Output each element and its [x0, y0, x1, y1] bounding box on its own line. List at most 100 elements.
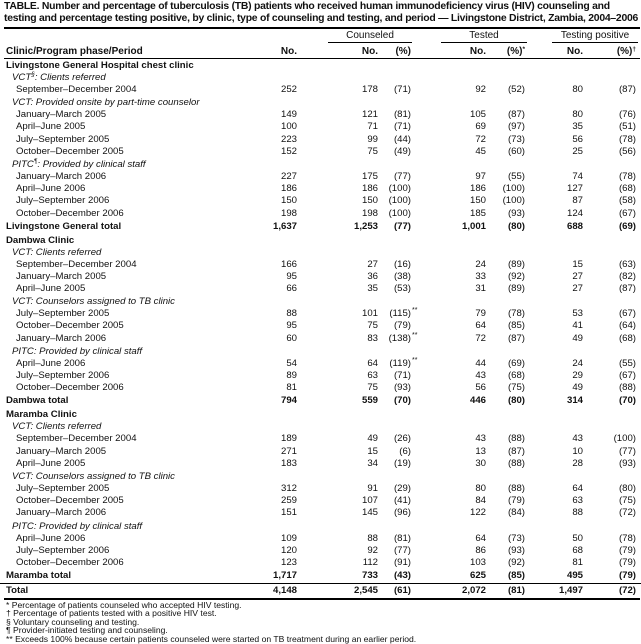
cell-counseled-no: 92	[367, 544, 378, 556]
footnote: ¶ Provider-initiated testing and counsel…	[6, 625, 168, 636]
cell-counseled-pct: (41)	[393, 495, 411, 507]
cell-positive-no: 27	[572, 283, 583, 295]
group-underline	[552, 42, 638, 43]
table-row: October–December 2005 259 107 (41) 84 (79) 63 (…	[0, 495, 641, 507]
cell-patients-no: 271	[280, 445, 297, 457]
cell-counseled-pct: (19)	[393, 457, 411, 469]
program-phase-row: VCT: Clients referred	[0, 420, 641, 433]
cell-positive-pct: (79)	[618, 570, 636, 582]
cell-positive-no: 88	[572, 507, 583, 519]
table-row: January–March 2006 60 83 (138) ** 72 (87) 49 (68…	[0, 331, 641, 345]
top-rule	[4, 27, 640, 29]
cell-tested-pct: (88)	[507, 482, 525, 494]
cell-patients-no: 152	[280, 145, 297, 157]
cell-positive-no: 28	[572, 457, 583, 469]
cell-tested-pct: (73)	[507, 532, 525, 544]
cell-positive-pct: (70)	[618, 395, 636, 407]
cell-tested-pct: (85)	[507, 570, 525, 582]
total-row: Livingstone General total 1,637 1,253 (77) 1…	[0, 220, 641, 234]
cell-patients-no: 123	[280, 556, 297, 568]
total-row: Dambwa total 794 559 (70) 446 (80) 314 (70)	[0, 394, 641, 408]
cell-patients-no: 120	[280, 544, 297, 556]
cell-patients-no: 252	[280, 84, 297, 95]
row-label: October–December 2006	[16, 556, 124, 568]
row-label: PITC¶: Provided by clinical staff	[12, 157, 146, 170]
table-title: TABLE. Number and percentage of tubercul…	[4, 1, 639, 24]
cell-counseled-pct: (138) **	[388, 331, 418, 344]
cell-tested-no: 1,001	[461, 220, 486, 232]
footnote-marker: **	[412, 307, 418, 315]
table-row: July–September 2006 150 150 (100) 150 (100) 87…	[0, 195, 641, 207]
table-row: April–June 2005 183 34 (19) 30 (88) 28 (93)	[0, 458, 641, 470]
cell-counseled-pct: (29)	[393, 482, 411, 494]
cell-tested-no: 56	[475, 382, 486, 394]
cell-tested-pct: (69)	[507, 357, 525, 369]
cell-positive-no: 64	[572, 482, 583, 494]
cell-counseled-pct: (71)	[393, 84, 411, 95]
cell-counseled-pct: (44)	[393, 133, 411, 145]
cell-positive-no: 124	[566, 207, 583, 219]
table-row: April–June 2006 54 64 (119) ** 44 (69) 24 (55)	[0, 357, 641, 370]
cell-counseled-no: 15	[367, 445, 378, 457]
cell-patients-no: 227	[280, 170, 297, 182]
row-label: VCT: Counselors assigned to TB clinic	[12, 296, 175, 308]
cell-tested-pct: (80)	[507, 395, 525, 407]
cell-positive-no: 49	[572, 382, 583, 394]
cell-tested-pct: (89)	[507, 283, 525, 295]
table-row: April–June 2005 100 71 (71) 69 (97) 35 (51)	[0, 121, 641, 133]
column-header-label: Clinic/Program phase/Period	[6, 46, 143, 57]
cell-counseled-no: 1,253	[353, 220, 378, 232]
cell-counseled-pct: (100)	[388, 183, 411, 195]
cell-positive-pct: (69)	[618, 220, 636, 232]
row-label: VCT: Clients referred	[12, 421, 102, 433]
cell-counseled-no: 186	[361, 183, 378, 195]
program-phase-row: VCT: Provided onsite by part-time counse…	[0, 96, 641, 109]
cell-tested-no: 30	[475, 457, 486, 469]
cell-counseled-pct: (81)	[393, 109, 411, 121]
cell-positive-no: 68	[572, 544, 583, 556]
row-label: April–June 2006	[16, 532, 86, 544]
cell-tested-pct: (97)	[507, 121, 525, 133]
cell-tested-no: 24	[475, 258, 486, 270]
table-row: July–September 2006 120 92 (77) 86 (93) 68 (79)	[0, 545, 641, 557]
table-row: January–March 2005 271 15 (6) 13 (87) 10 (77)	[0, 446, 641, 458]
cell-positive-pct: (68)	[618, 332, 636, 344]
cell-positive-no: 63	[572, 495, 583, 507]
header-rule	[4, 58, 640, 59]
row-label: July–September 2005	[16, 482, 110, 494]
cell-counseled-no: 145	[361, 507, 378, 519]
cell-positive-pct: (93)	[618, 457, 636, 469]
cell-counseled-no: 175	[361, 170, 378, 182]
cell-counseled-pct: (100)	[388, 195, 411, 207]
cell-tested-no: 86	[475, 544, 486, 556]
cell-positive-no: 29	[572, 370, 583, 381]
bottom-rule	[4, 598, 640, 600]
cell-tested-pct: (100)	[502, 195, 525, 207]
cell-tested-no: 45	[475, 145, 486, 157]
table-row: January–March 2006 227 175 (77) 97 (55) 74 (78)	[0, 171, 641, 183]
cell-patients-no: 312	[280, 482, 297, 494]
program-phase-row: VCT: Counselors assigned to TB clinic	[0, 470, 641, 483]
cell-positive-pct: (67)	[618, 207, 636, 219]
table-body: Livingstone General Hospital chest clini…	[0, 59, 641, 598]
cell-tested-pct: (73)	[507, 133, 525, 145]
row-label: July–September 2005	[16, 133, 110, 145]
cell-positive-pct: (55)	[618, 357, 636, 369]
cell-positive-pct: (87)	[618, 84, 636, 95]
cell-counseled-pct: (71)	[393, 370, 411, 381]
clinic-header-row: Dambwa Clinic	[0, 234, 641, 246]
cell-positive-pct: (88)	[618, 382, 636, 394]
cell-tested-pct: (60)	[507, 145, 525, 157]
cell-counseled-pct: (77)	[393, 170, 411, 182]
cell-counseled-pct: (77)	[393, 220, 411, 232]
cell-counseled-no: 121	[361, 109, 378, 121]
table-row: July–September 2005 223 99 (44) 72 (73) 56 (78)	[0, 134, 641, 146]
row-label: VCT: Provided onsite by part-time counse…	[12, 97, 200, 109]
row-label: April–June 2006	[16, 183, 86, 195]
cell-positive-no: 688	[566, 220, 583, 232]
program-phase-row: VCT: Counselors assigned to TB clinic	[0, 295, 641, 308]
table-row: April–June 2006 109 88 (81) 64 (73) 50 (78)	[0, 533, 641, 545]
row-label: October–December 2006	[16, 382, 124, 394]
cell-patients-no: 60	[286, 332, 297, 344]
cell-counseled-pct: (91)	[393, 556, 411, 568]
